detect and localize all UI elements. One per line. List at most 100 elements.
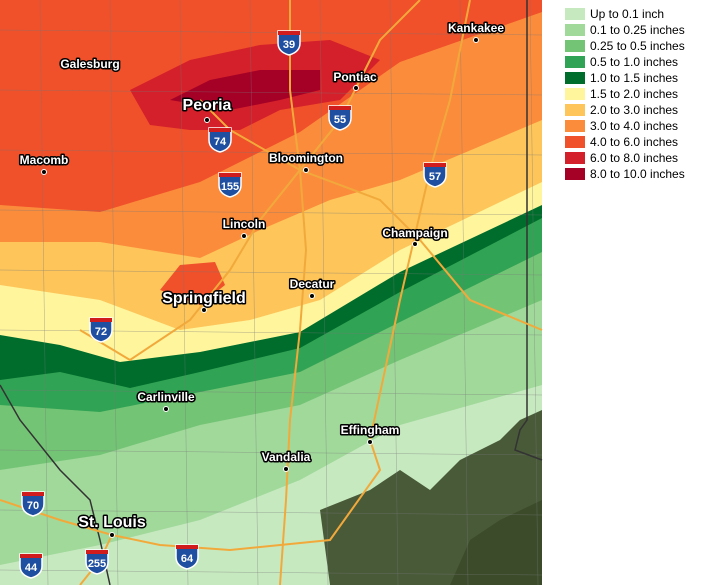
precip-band [170,70,320,110]
legend-label: 6.0 to 8.0 inches [590,151,678,165]
city-dot [41,169,47,175]
county-line [0,209,543,216]
shield-band [424,163,446,167]
shield-band [329,106,351,110]
interstate-route [0,0,471,552]
city-label: Galesburg [60,57,119,71]
legend-label: 3.0 to 4.0 inches [590,119,678,133]
city-label: Vandalia [262,450,311,464]
shield-band [22,492,44,496]
city-label: Carlinville [137,390,195,404]
county-line [109,0,119,585]
interstate-number: 70 [27,500,39,512]
interstate-number: 72 [95,326,107,338]
city-dot [412,241,418,247]
interstate-number: 74 [214,136,227,148]
legend-label: 8.0 to 10.0 inches [590,167,685,181]
shield-band [278,31,300,35]
legend-label: 0.5 to 1.0 inches [590,55,678,69]
interstate-number: 64 [181,553,194,565]
interstate-shield [277,30,301,56]
city-label: Lincoln [223,217,266,231]
state-border [514,0,543,461]
legend-swatch [565,72,585,84]
interstate-number: 255 [88,558,106,570]
legend-swatch [565,40,585,52]
city-dot [201,307,207,313]
legend: Up to 0.1 inch 0.1 to 0.25 inches 0.25 to … [565,7,685,181]
shield-band [90,318,112,322]
shield-band [86,550,108,554]
interstate-number: 155 [221,181,239,193]
city-label: Springfield [162,290,246,307]
city-dot [473,37,479,43]
legend-label: 4.0 to 6.0 inches [590,135,678,149]
legend-label: 1.5 to 2.0 inches [590,87,678,101]
interstate-shield [175,544,199,570]
legend-swatch [565,104,585,116]
county-line [319,0,329,585]
county-line [0,449,543,456]
city-label: Effingham [341,423,400,437]
legend-swatch [565,56,585,68]
city-dot [163,406,169,412]
interstate-shield [208,127,232,153]
city-dot [303,167,309,173]
city-dot [353,85,359,91]
county-line [389,0,399,585]
county-line [249,0,259,585]
interstate-shield [21,491,45,517]
county-line [39,0,49,585]
interstate-route [79,0,421,362]
legend-swatch [565,136,585,148]
legend-label: 0.1 to 0.25 inches [590,23,685,37]
city-label: Macomb [20,153,69,167]
county-line [0,29,543,36]
city-label: Peoria [183,97,232,114]
interstate-number: 39 [283,39,295,51]
city-label: St. Louis [78,514,146,531]
legend-swatch [565,8,585,20]
city-dot [241,233,247,239]
city-label: Champaign [382,226,447,240]
legend-swatch [565,120,585,132]
interstate-shield [85,549,109,575]
legend-swatch [565,168,585,180]
city-dot [204,117,210,123]
shield-band [219,173,241,177]
city-label: Bloomington [269,151,343,165]
interstate-number: 55 [334,114,346,126]
interstate-number: 44 [25,562,38,574]
county-line [179,0,189,585]
legend-label: 2.0 to 3.0 inches [590,103,678,117]
legend-label: 1.0 to 1.5 inches [590,71,678,85]
city-label: Pontiac [333,70,377,84]
city-dot [309,293,315,299]
interstate-shield [328,105,352,131]
city-dot [283,466,289,472]
state-border [0,384,111,585]
precip-band [160,262,225,305]
county-line [529,0,539,585]
city-dot [367,439,373,445]
legend-label: Up to 0.1 inch [590,7,664,21]
legend-label: 0.25 to 0.5 inches [590,39,685,53]
interstate-shield [89,317,113,343]
shield-band [209,128,231,132]
interstate-route [279,0,308,585]
interstate-shield [423,162,447,188]
city-label: Decatur [290,277,335,291]
shield-band [176,545,198,549]
interstate-shield [218,172,242,198]
county-line [0,509,543,516]
county-line [0,389,543,396]
forest [450,500,542,585]
precipitation-map: 39 55 74 155 57 72 70 255 44 64 Galesburg Kankakee P… [0,0,543,585]
interstate-number: 57 [429,171,441,183]
interstate-shield [19,553,43,579]
city-dot [109,532,115,538]
legend-swatch [565,24,585,36]
legend-swatch [565,88,585,100]
legend-swatch [565,152,585,164]
